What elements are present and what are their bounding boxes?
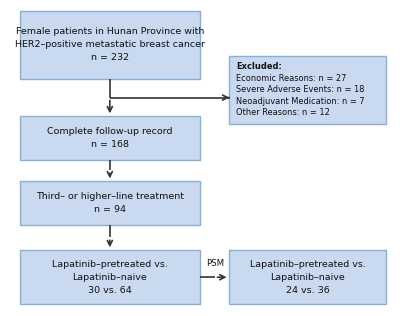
Text: Female patients in Hunan Province with: Female patients in Hunan Province with bbox=[16, 27, 204, 36]
Text: Lapatinib–naive: Lapatinib–naive bbox=[72, 273, 147, 282]
Text: Other Reasons: n = 12: Other Reasons: n = 12 bbox=[236, 108, 330, 117]
Text: Neoadjuvant Medication: n = 7: Neoadjuvant Medication: n = 7 bbox=[236, 97, 365, 106]
Text: n = 94: n = 94 bbox=[94, 205, 126, 214]
Text: 30 vs. 64: 30 vs. 64 bbox=[88, 286, 132, 295]
FancyBboxPatch shape bbox=[230, 56, 386, 124]
FancyBboxPatch shape bbox=[230, 250, 386, 304]
Text: HER2–positive metastatic breast cancer: HER2–positive metastatic breast cancer bbox=[15, 40, 205, 50]
Text: PSM: PSM bbox=[206, 259, 224, 268]
Text: n = 232: n = 232 bbox=[91, 53, 129, 63]
Text: Lapatinib–naive: Lapatinib–naive bbox=[270, 273, 345, 282]
FancyBboxPatch shape bbox=[20, 11, 200, 79]
FancyBboxPatch shape bbox=[20, 250, 200, 304]
Text: Third– or higher–line treatment: Third– or higher–line treatment bbox=[36, 192, 184, 201]
FancyBboxPatch shape bbox=[20, 116, 200, 160]
Text: n = 168: n = 168 bbox=[91, 140, 129, 149]
Text: Economic Reasons: n = 27: Economic Reasons: n = 27 bbox=[236, 74, 347, 83]
Text: 24 vs. 36: 24 vs. 36 bbox=[286, 286, 330, 295]
Text: Severe Adverse Events: n = 18: Severe Adverse Events: n = 18 bbox=[236, 85, 365, 94]
Text: Excluded:: Excluded: bbox=[236, 63, 282, 71]
FancyBboxPatch shape bbox=[20, 181, 200, 225]
Text: Lapatinib–pretreated vs.: Lapatinib–pretreated vs. bbox=[52, 260, 168, 269]
Text: Lapatinib–pretreated vs.: Lapatinib–pretreated vs. bbox=[250, 260, 366, 269]
Text: Complete follow-up record: Complete follow-up record bbox=[47, 127, 172, 136]
